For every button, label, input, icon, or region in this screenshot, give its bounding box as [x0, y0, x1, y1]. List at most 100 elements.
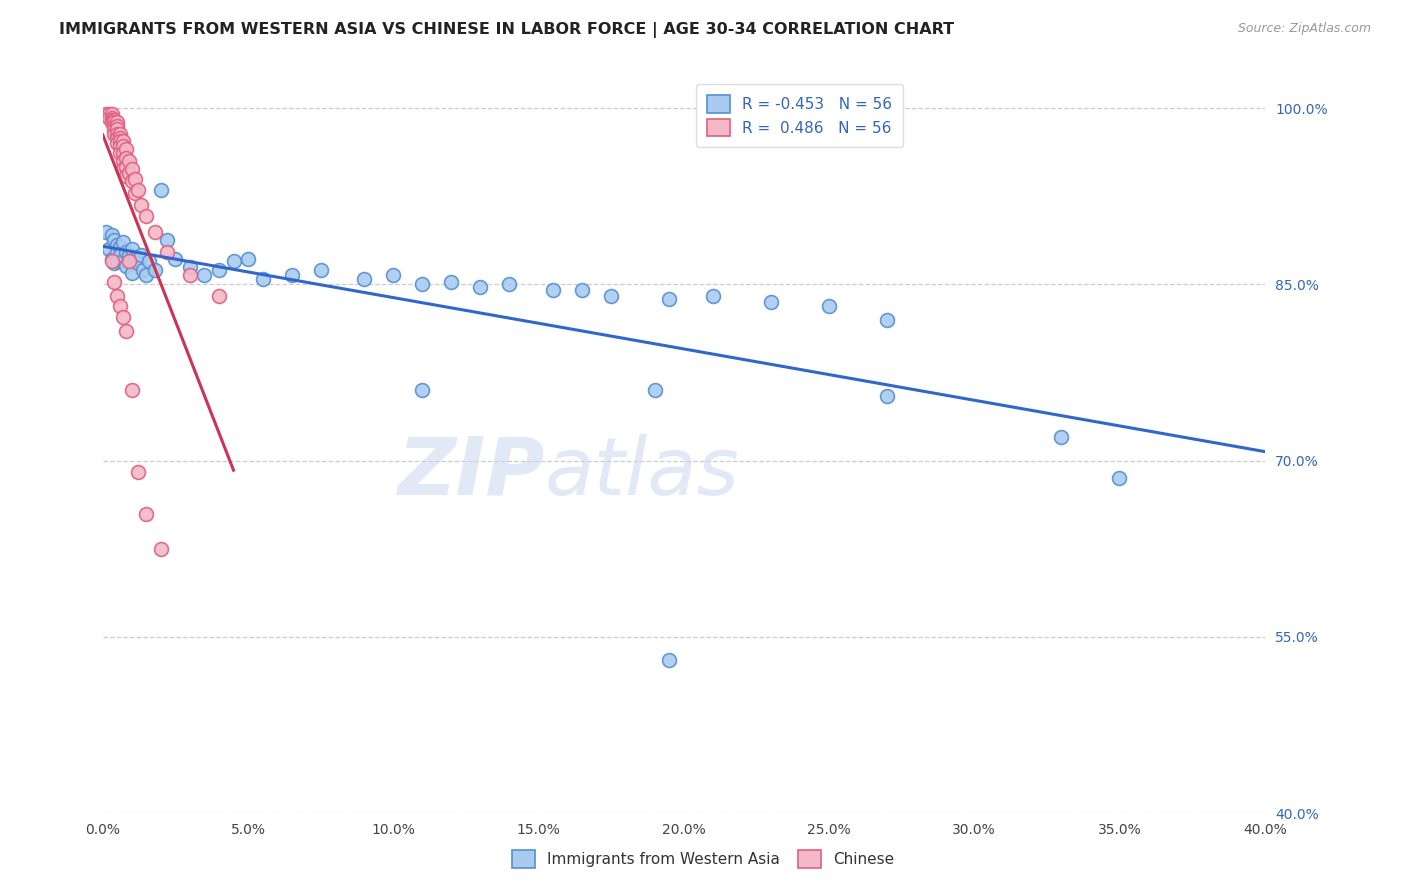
Point	[135, 268, 157, 282]
Point	[121, 162, 143, 177]
Point	[236, 252, 259, 266]
Point	[105, 237, 128, 252]
Point	[112, 310, 135, 325]
Point	[110, 134, 132, 148]
Point	[100, 252, 122, 266]
Point	[118, 248, 141, 262]
Point	[115, 325, 138, 339]
Point	[124, 186, 146, 200]
Point	[411, 277, 433, 292]
Point	[208, 289, 231, 303]
Point	[353, 271, 375, 285]
Point	[876, 312, 898, 326]
Point	[100, 228, 122, 243]
Point	[129, 197, 152, 211]
Point	[143, 225, 166, 239]
Point	[94, 225, 117, 239]
Point	[105, 115, 128, 129]
Point	[112, 145, 135, 160]
Point	[103, 127, 125, 141]
Point	[658, 653, 681, 667]
Point	[97, 107, 120, 121]
Text: IMMIGRANTS FROM WESTERN ASIA VS CHINESE IN LABOR FORCE | AGE 30-34 CORRELATION C: IMMIGRANTS FROM WESTERN ASIA VS CHINESE …	[59, 22, 955, 38]
Point	[818, 299, 841, 313]
Point	[600, 289, 623, 303]
Point	[124, 252, 146, 266]
Point	[132, 263, 155, 277]
Point	[103, 113, 125, 128]
Point	[103, 115, 125, 129]
Point	[127, 184, 149, 198]
Point	[1108, 471, 1130, 485]
Point	[124, 171, 146, 186]
Point	[121, 383, 143, 397]
Point	[115, 244, 138, 259]
Point	[541, 283, 564, 297]
Point	[112, 162, 135, 177]
Point	[470, 280, 492, 294]
Point	[143, 263, 166, 277]
Point	[118, 154, 141, 169]
Legend: R = -0.453   N = 56, R =  0.486   N = 56: R = -0.453 N = 56, R = 0.486 N = 56	[696, 85, 903, 147]
Point	[112, 134, 135, 148]
Point	[100, 111, 122, 125]
Point	[252, 271, 274, 285]
Point	[156, 244, 179, 259]
Point	[127, 256, 149, 270]
Legend: Immigrants from Western Asia, Chinese: Immigrants from Western Asia, Chinese	[505, 843, 901, 875]
Point	[110, 248, 132, 262]
Point	[149, 184, 172, 198]
Text: ZIP: ZIP	[396, 434, 544, 512]
Point	[103, 275, 125, 289]
Point	[105, 130, 128, 145]
Point	[100, 115, 122, 129]
Text: atlas: atlas	[544, 434, 740, 512]
Point	[115, 169, 138, 184]
Point	[179, 268, 201, 282]
Point	[112, 154, 135, 169]
Point	[382, 268, 405, 282]
Point	[658, 292, 681, 306]
Point	[440, 275, 463, 289]
Point	[156, 233, 179, 247]
Point	[121, 266, 143, 280]
Point	[105, 244, 128, 259]
Point	[110, 299, 132, 313]
Point	[105, 119, 128, 133]
Point	[135, 210, 157, 224]
Point	[105, 122, 128, 136]
Text: Source: ZipAtlas.com: Source: ZipAtlas.com	[1237, 22, 1371, 36]
Point	[110, 240, 132, 254]
Point	[97, 242, 120, 256]
Point	[165, 252, 187, 266]
Point	[138, 254, 160, 268]
Point	[498, 277, 520, 292]
Point	[411, 383, 433, 397]
Point	[103, 122, 125, 136]
Point	[110, 145, 132, 160]
Point	[309, 263, 332, 277]
Point	[112, 254, 135, 268]
Point	[100, 254, 122, 268]
Point	[110, 138, 132, 153]
Point	[112, 235, 135, 249]
Point	[115, 151, 138, 165]
Point	[112, 138, 135, 153]
Point	[702, 289, 724, 303]
Point	[103, 119, 125, 133]
Point	[105, 254, 128, 268]
Point	[280, 268, 302, 282]
Point	[1050, 430, 1073, 444]
Point	[571, 283, 593, 297]
Point	[115, 160, 138, 174]
Point	[105, 136, 128, 151]
Point	[110, 130, 132, 145]
Point	[103, 256, 125, 270]
Point	[135, 507, 157, 521]
Point	[876, 389, 898, 403]
Point	[759, 295, 782, 310]
Point	[129, 248, 152, 262]
Point	[110, 127, 132, 141]
Point	[208, 263, 231, 277]
Point	[115, 142, 138, 156]
